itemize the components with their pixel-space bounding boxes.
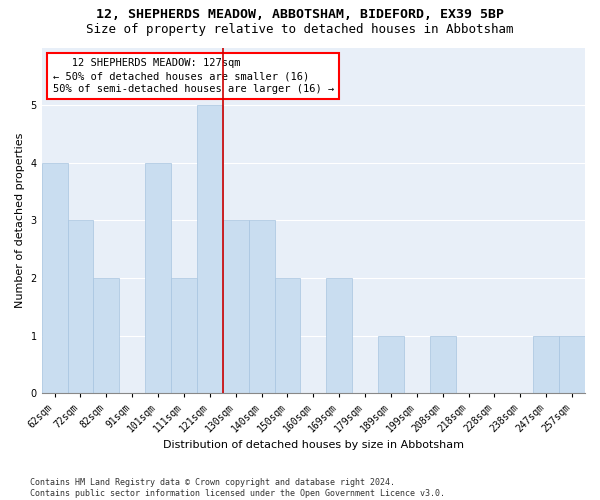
Bar bbox=[145, 163, 171, 394]
Bar bbox=[94, 278, 119, 394]
Bar bbox=[41, 163, 68, 394]
Bar bbox=[378, 336, 404, 394]
Text: Contains HM Land Registry data © Crown copyright and database right 2024.
Contai: Contains HM Land Registry data © Crown c… bbox=[30, 478, 445, 498]
Y-axis label: Number of detached properties: Number of detached properties bbox=[15, 133, 25, 308]
Text: 12 SHEPHERDS MEADOW: 127sqm
← 50% of detached houses are smaller (16)
50% of sem: 12 SHEPHERDS MEADOW: 127sqm ← 50% of det… bbox=[53, 58, 334, 94]
Bar bbox=[559, 336, 585, 394]
Bar bbox=[430, 336, 455, 394]
Text: Size of property relative to detached houses in Abbotsham: Size of property relative to detached ho… bbox=[86, 22, 514, 36]
Bar bbox=[171, 278, 197, 394]
Bar bbox=[248, 220, 275, 394]
Bar bbox=[533, 336, 559, 394]
X-axis label: Distribution of detached houses by size in Abbotsham: Distribution of detached houses by size … bbox=[163, 440, 464, 450]
Bar bbox=[197, 105, 223, 394]
Bar bbox=[275, 278, 301, 394]
Text: 12, SHEPHERDS MEADOW, ABBOTSHAM, BIDEFORD, EX39 5BP: 12, SHEPHERDS MEADOW, ABBOTSHAM, BIDEFOR… bbox=[96, 8, 504, 20]
Bar bbox=[223, 220, 248, 394]
Bar bbox=[68, 220, 94, 394]
Bar bbox=[326, 278, 352, 394]
